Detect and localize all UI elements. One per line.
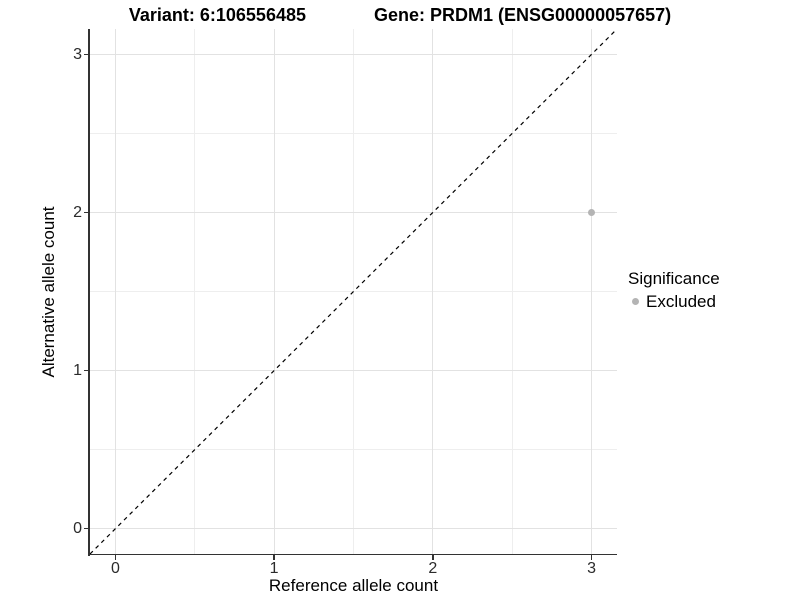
x-tick-label: 0 xyxy=(110,560,120,577)
x-tick-label: 2 xyxy=(428,560,438,577)
major-gridline-horizontal xyxy=(90,370,617,372)
data-point xyxy=(588,208,596,216)
gene-title: Gene: PRDM1 (ENSG00000057657) xyxy=(374,5,672,25)
identity-line xyxy=(90,29,617,554)
x-axis-tick xyxy=(114,555,117,560)
y-tick-label: 3 xyxy=(73,45,82,63)
major-gridline-horizontal xyxy=(90,528,617,530)
legend: Significance Excluded xyxy=(628,269,720,311)
minor-gridline-horizontal xyxy=(90,132,617,134)
y-tick-label: 2 xyxy=(73,203,82,221)
x-axis-title: Reference allele count xyxy=(268,576,439,595)
y-axis-line xyxy=(88,29,90,556)
legend-item-excluded: Excluded xyxy=(628,292,720,311)
plot-panel xyxy=(90,29,617,554)
minor-gridline-horizontal xyxy=(90,449,617,451)
major-gridline-horizontal xyxy=(90,211,617,213)
major-gridline-vertical xyxy=(114,29,116,554)
x-axis-tick xyxy=(590,555,593,560)
x-axis-line xyxy=(88,553,618,556)
y-tick-label: 1 xyxy=(73,362,82,380)
legend-title: Significance xyxy=(628,269,720,288)
y-axis-tick xyxy=(84,527,89,530)
major-gridline-vertical xyxy=(591,29,593,554)
y-axis-title: Alternative allele count xyxy=(39,206,58,378)
x-axis-tick xyxy=(432,555,434,560)
y-axis-tick xyxy=(84,211,89,214)
major-gridline-horizontal xyxy=(90,53,617,55)
x-tick-label: 1 xyxy=(269,560,279,577)
legend-item-label: Excluded xyxy=(646,292,716,311)
plot-title: Variant: 6:106556485 Gene: PRDM1 (ENSG00… xyxy=(0,4,800,26)
x-tick-label: 3 xyxy=(587,560,597,577)
x-axis-tick xyxy=(273,555,275,560)
y-axis-tick xyxy=(84,53,89,56)
major-gridline-vertical xyxy=(432,29,434,554)
variant-title: Variant: 6:106556485 xyxy=(128,5,306,25)
y-tick-label: 0 xyxy=(73,520,82,538)
major-gridline-vertical xyxy=(273,29,275,554)
legend-point-icon xyxy=(632,298,639,305)
y-axis-tick xyxy=(84,369,89,372)
